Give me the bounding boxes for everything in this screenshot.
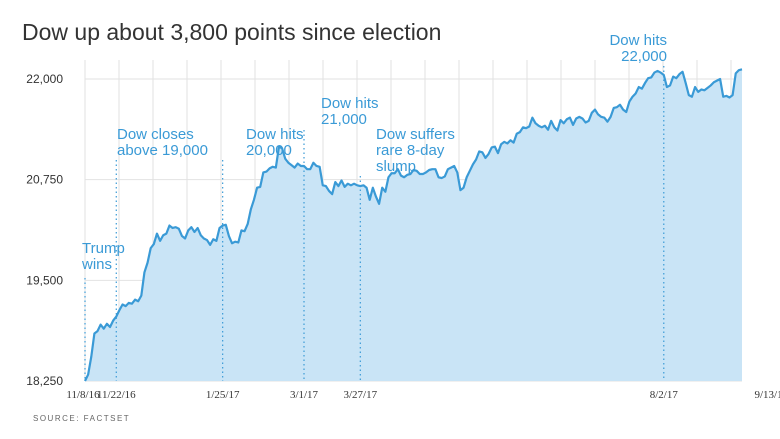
area-layer — [85, 69, 742, 381]
annotation-label: Trump wins — [81, 240, 125, 273]
annotation-label: Dow hits 21,000 — [321, 95, 379, 128]
annotation-label: Dow closes above 19,000 — [117, 126, 208, 159]
x-tick-label: 11/22/16 — [97, 389, 136, 401]
x-tick-label: 3/1/17 — [290, 389, 319, 401]
y-tick-label: 22,000 — [26, 72, 63, 86]
x-tick-label: 8/2/17 — [650, 389, 679, 401]
chart-title: Dow up about 3,800 points since election — [22, 19, 441, 45]
x-tick-label: 1/25/17 — [206, 389, 240, 401]
x-tick-label: 3/27/17 — [344, 389, 378, 401]
y-tick-label: 20,750 — [26, 173, 63, 187]
x-tick-label: 11/8/16 — [66, 389, 100, 401]
y-tick-label: 18,250 — [26, 374, 63, 388]
y-axis-ticks: 18,250 19,500 20,750 22,000 — [26, 72, 63, 388]
series-line — [84, 68, 743, 382]
series-area — [85, 69, 742, 381]
annotation-label: Dow hits 20,000 — [246, 126, 304, 159]
x-tick-label: 9/13/17 — [754, 389, 780, 401]
annotation-label: Dow suffers rare 8-day slump — [376, 126, 455, 175]
source-note: SOURCE: FACTSET — [33, 414, 130, 423]
y-tick-label: 19,500 — [26, 273, 63, 287]
line-layer — [84, 68, 743, 382]
annotation-guides — [84, 66, 665, 381]
annotations: Trump wins Dow closes above 19,000 Dow hits 2… — [81, 32, 667, 273]
annotation-label: Dow hits 22,000 — [609, 32, 667, 65]
